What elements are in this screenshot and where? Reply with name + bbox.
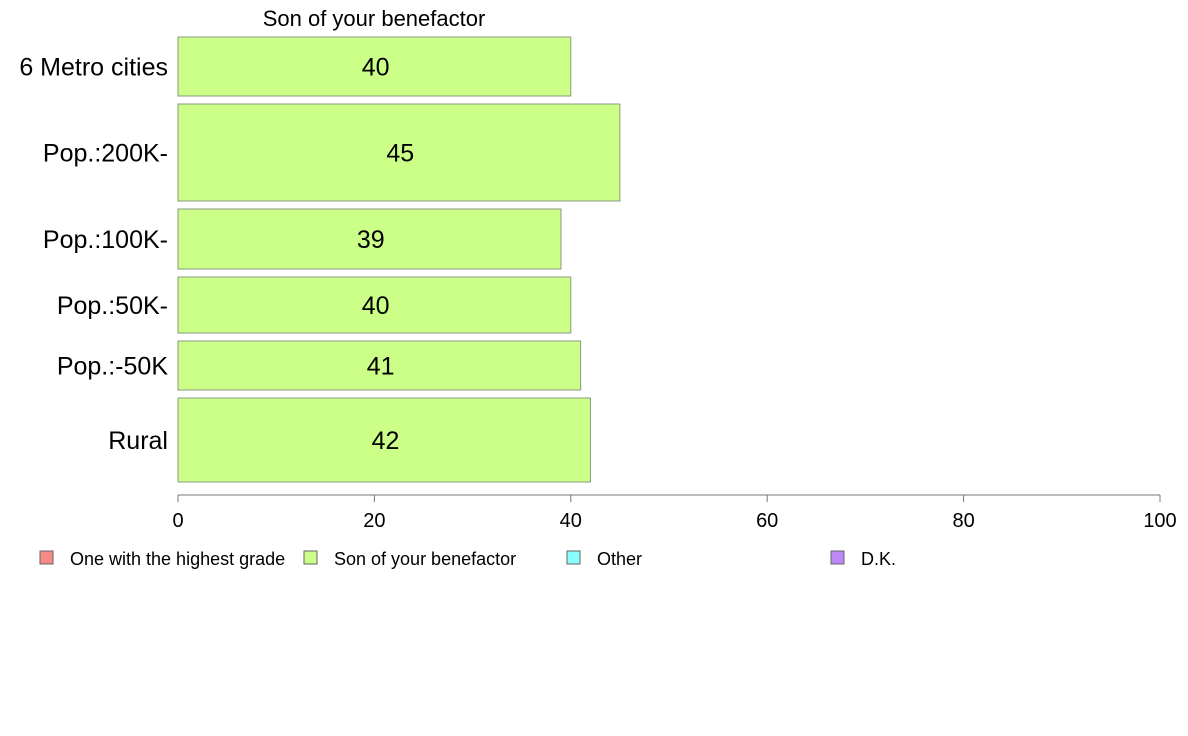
bar [177, 36, 572, 97]
bar-value-label: 41 [367, 353, 395, 381]
bar-value-label: 39 [357, 226, 385, 254]
bars-layer: 6 Metro cities 40 Pop.:200K- 45 Pop.:100K- 39… [19, 36, 621, 483]
bar-value-label: 40 [362, 54, 390, 82]
bar-value-label: 45 [386, 140, 414, 168]
category-label: Pop.:100K- [43, 226, 168, 254]
legend-label: Son of your benefactor [334, 549, 516, 569]
x-tick-label: 0 [172, 510, 183, 532]
legend-item: D.K. [830, 549, 896, 569]
x-tick-label: 20 [363, 510, 385, 532]
legend-swatch [39, 550, 54, 565]
x-tick-label: 80 [952, 510, 974, 532]
legend-item: Son of your benefactor [303, 549, 516, 569]
legend-item: One with the highest grade [39, 549, 285, 569]
bar [177, 397, 591, 483]
bar [177, 340, 582, 391]
legend: One with the highest grade Son of your be… [39, 549, 896, 569]
chart-title: Son of your benefactor [263, 6, 486, 31]
legend-item: Other [566, 549, 642, 569]
category-label: Pop.:50K- [57, 292, 168, 320]
legend-swatch [566, 550, 581, 565]
legend-swatch [303, 550, 318, 565]
bar [177, 276, 572, 334]
legend-label: D.K. [861, 549, 896, 569]
category-label: Rural [108, 427, 168, 455]
category-label: 6 Metro cities [19, 54, 168, 82]
legend-label: Other [597, 549, 642, 569]
category-label: Pop.:200K- [43, 140, 168, 168]
category-label: Pop.:-50K [57, 353, 169, 381]
bar [177, 103, 621, 202]
x-axis: 0 20 40 60 80 100 [172, 494, 1177, 532]
legend-label: One with the highest grade [70, 549, 285, 569]
x-tick-label: 100 [1143, 510, 1176, 532]
bar-value-label: 42 [372, 427, 400, 455]
x-tick-label: 60 [756, 510, 778, 532]
bar [177, 208, 562, 270]
legend-swatch [830, 550, 845, 565]
x-tick-label: 40 [560, 510, 582, 532]
bar-value-label: 40 [362, 292, 390, 320]
